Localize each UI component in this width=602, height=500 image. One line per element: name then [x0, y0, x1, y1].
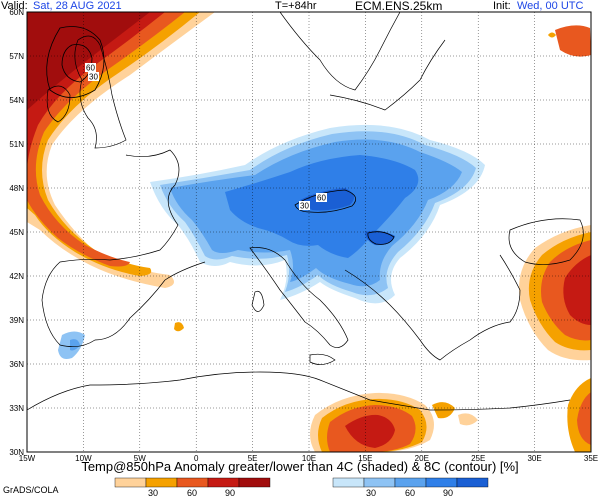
cold-colorbar-label: 30 [365, 488, 377, 498]
cold-colorbar-label: 60 [404, 488, 416, 498]
contour-label: 30 [89, 73, 98, 82]
cold-anomaly-europe [58, 124, 485, 359]
longitude-label: 10W [75, 454, 92, 463]
colorbar-segment [425, 477, 458, 488]
warm-colorbar-label: 60 [186, 488, 198, 498]
longitude-label: 5E [248, 454, 258, 463]
colorbar-segment [145, 477, 178, 488]
map-border [26, 11, 592, 453]
latitude-label: 30N [9, 448, 24, 457]
init-time: Wed, 00 UTC [517, 0, 584, 12]
longitude-label: 15E [358, 454, 372, 463]
longitude-label: 15W [19, 454, 36, 463]
map-caption: Temp@850hPa Anomaly greater/lower than 4… [81, 459, 519, 474]
longitude-label: 25E [471, 454, 485, 463]
colorbar-segment [114, 477, 147, 488]
map-plot-area [27, 12, 591, 452]
latitude-label: 33N [9, 404, 24, 413]
warm-colorbar-label: 30 [147, 488, 159, 498]
latitude-label: 42N [9, 272, 24, 281]
warm-colorbar [114, 477, 271, 488]
warm-anomaly-atlantic [27, 12, 591, 332]
warm-colorbar-label: 90 [224, 488, 236, 498]
longitude-label: 5W [134, 454, 146, 463]
latitude-labels: 60N 57N 54N 51N 48N 45N 42N 39N 36N 33N 30N [9, 8, 24, 457]
latitude-label: 57N [9, 52, 24, 61]
longitude-label: 30E [527, 454, 541, 463]
warm-anomaly-east [519, 225, 591, 452]
longitude-labels: 15W 10W 5W 0 5E 10E 15E 20E 25E 30E 35E [19, 454, 598, 463]
latitude-label: 54N [9, 96, 24, 105]
colorbar-segment [394, 477, 427, 488]
latitude-label: 45N [9, 228, 24, 237]
valid-label: Valid: [1, 0, 28, 12]
lat-lon-grid [27, 12, 591, 452]
latitude-label: 60N [9, 8, 24, 17]
colorbar-segment [456, 477, 489, 488]
colorbar-segment [363, 477, 396, 488]
colorbar-segment [238, 477, 271, 488]
forecast-lead-time: T=+84hr [275, 0, 317, 12]
colorbar-segment [176, 477, 209, 488]
contour-label: 60 [317, 194, 326, 203]
longitude-label: 35E [584, 454, 598, 463]
coastlines [27, 12, 584, 411]
contour-label: 30 [300, 202, 309, 211]
cold-colorbar [332, 477, 489, 488]
colorbar-segment [332, 477, 365, 488]
init-label: Init: [493, 0, 511, 12]
longitude-label: 10E [302, 454, 316, 463]
latitude-label: 48N [9, 184, 24, 193]
cold-colorbar-label: 90 [442, 488, 454, 498]
valid-time: Sat, 28 AUG 2021 [33, 0, 122, 12]
colorbar-segment [207, 477, 240, 488]
longitude-label: 20E [415, 454, 429, 463]
latitude-label: 39N [9, 316, 24, 325]
contour-label: 60 [86, 64, 95, 73]
latitude-label: 51N [9, 140, 24, 149]
longitude-label: 0 [194, 454, 199, 463]
software-credit: GrADS/COLA [3, 485, 59, 495]
contour-labels: 60 30 60 30 [85, 63, 327, 211]
latitude-label: 36N [9, 360, 24, 369]
warm-anomaly-africa [310, 392, 478, 452]
model-name: ECM.ENS.25km [355, 0, 443, 13]
